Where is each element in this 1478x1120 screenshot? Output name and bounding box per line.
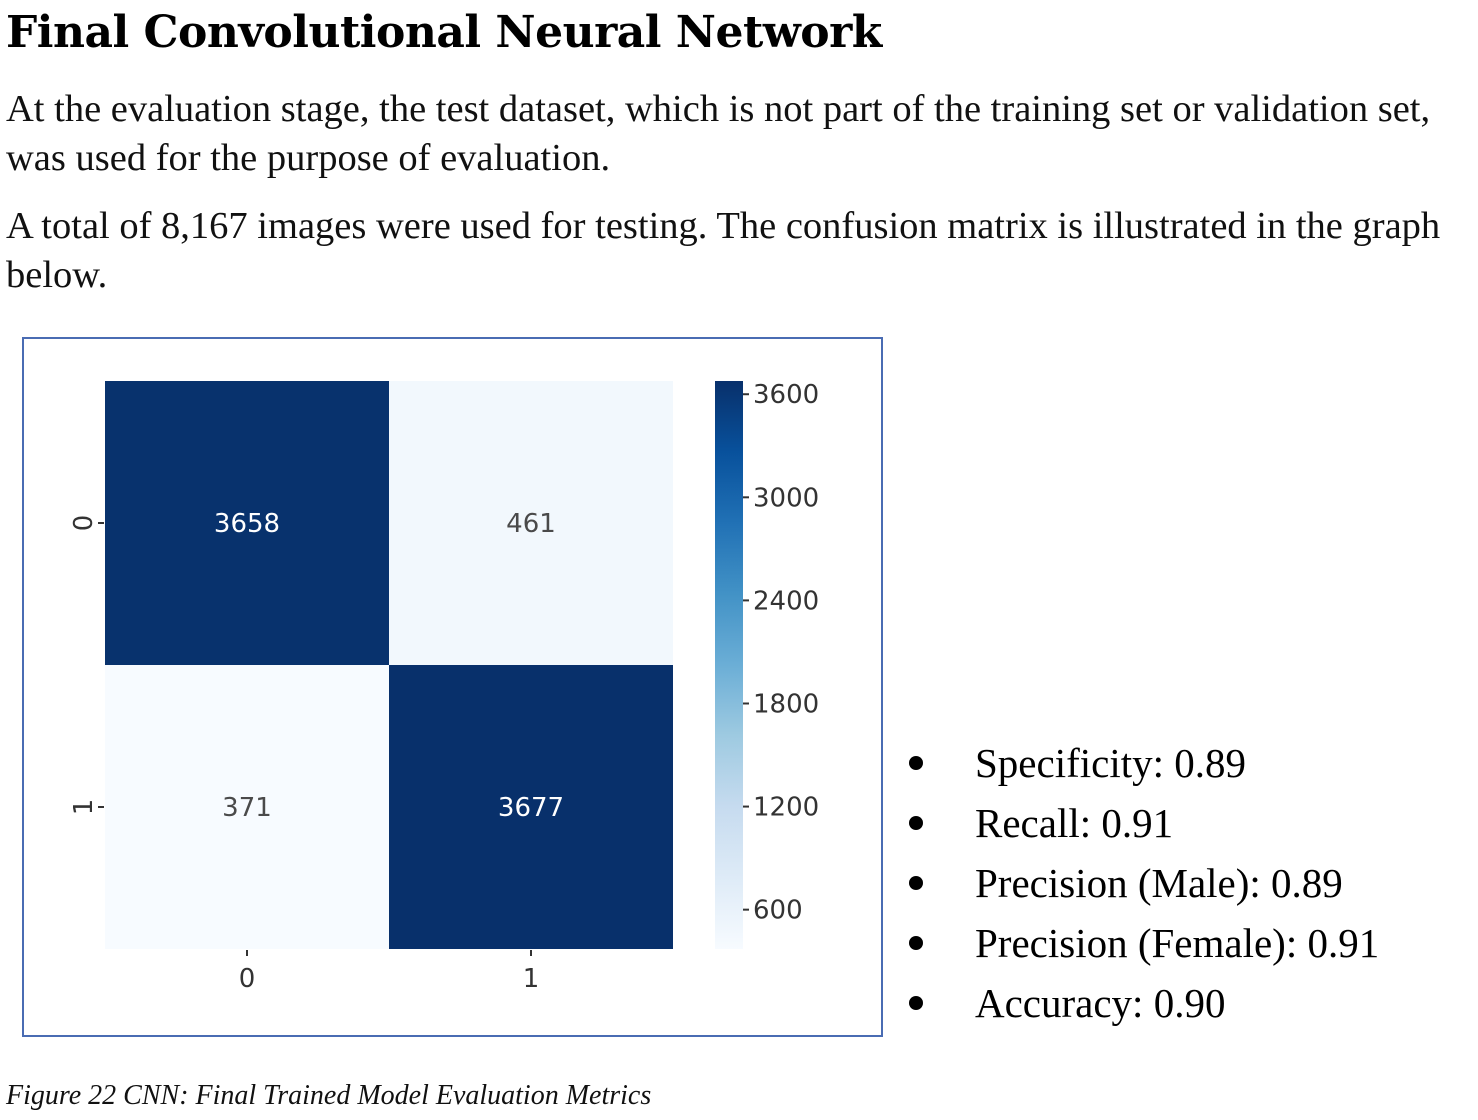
figure-caption: Figure 22 CNN: Final Trained Model Evalu… <box>6 1080 652 1111</box>
colorbar-tick-label-3: 1800 <box>753 689 819 719</box>
heatmap-cell-1-0 <box>105 665 389 949</box>
heatmap-cell-label-0-1: 461 <box>506 509 556 539</box>
colorbar-tick-label-4: 1200 <box>753 793 819 823</box>
metric-accuracy: Accuracy: 0.90 <box>905 973 1379 1033</box>
confusion-matrix-chart: 3658 461 371 3677 0 1 0 1 3600 3000 2400 1800 1200 60… <box>69 380 819 994</box>
bullet-icon <box>909 756 923 770</box>
metric-accuracy-text: Accuracy: 0.90 <box>975 980 1226 1026</box>
y-tick-label-1: 1 <box>69 799 99 816</box>
colorbar-tick-label-1: 3000 <box>753 483 819 513</box>
heatmap-cell-label-0-0: 3658 <box>214 509 280 539</box>
colorbar-tick-label-2: 2400 <box>753 586 819 616</box>
x-tick-label-1: 1 <box>523 964 540 994</box>
paragraph-test-images: A total of 8,167 images were used for te… <box>6 205 1441 296</box>
confusion-matrix-figure: 3658 461 371 3677 0 1 0 1 3600 3000 2400 1800 1200 60… <box>22 337 883 1037</box>
colorbar-tick-label-5: 600 <box>753 896 803 926</box>
bullet-icon <box>909 876 923 890</box>
metric-recall: Recall: 0.91 <box>905 793 1379 853</box>
metric-precision-male-text: Precision (Male): 0.89 <box>975 860 1343 906</box>
heatmap-cell-label-1-1: 3677 <box>498 793 564 823</box>
heatmap-cell-0-0 <box>105 381 389 665</box>
colorbar <box>715 381 743 949</box>
metric-precision-male: Precision (Male): 0.89 <box>905 853 1379 913</box>
bullet-icon <box>909 996 923 1010</box>
metric-specificity: Specificity: 0.89 <box>905 733 1379 793</box>
bullet-icon <box>909 936 923 950</box>
metric-precision-female: Precision (Female): 0.91 <box>905 913 1379 973</box>
metric-precision-female-text: Precision (Female): 0.91 <box>975 920 1380 966</box>
paragraph-evaluation-stage: At the evaluation stage, the test datase… <box>6 88 1431 179</box>
heatmap-cell-0-1 <box>389 381 673 665</box>
page-title: Final Convolutional Neural Network <box>6 7 882 58</box>
metric-specificity-text: Specificity: 0.89 <box>975 740 1247 786</box>
metric-recall-text: Recall: 0.91 <box>975 800 1174 846</box>
heatmap-cell-label-1-0: 371 <box>222 793 272 823</box>
bullet-icon <box>909 816 923 830</box>
x-tick-label-0: 0 <box>239 964 256 994</box>
colorbar-tick-label-0: 3600 <box>753 380 819 410</box>
metrics-list: Specificity: 0.89 Recall: 0.91 Precision… <box>905 733 1379 1033</box>
heatmap-cell-1-1 <box>389 665 673 949</box>
y-tick-label-0: 0 <box>69 515 99 532</box>
